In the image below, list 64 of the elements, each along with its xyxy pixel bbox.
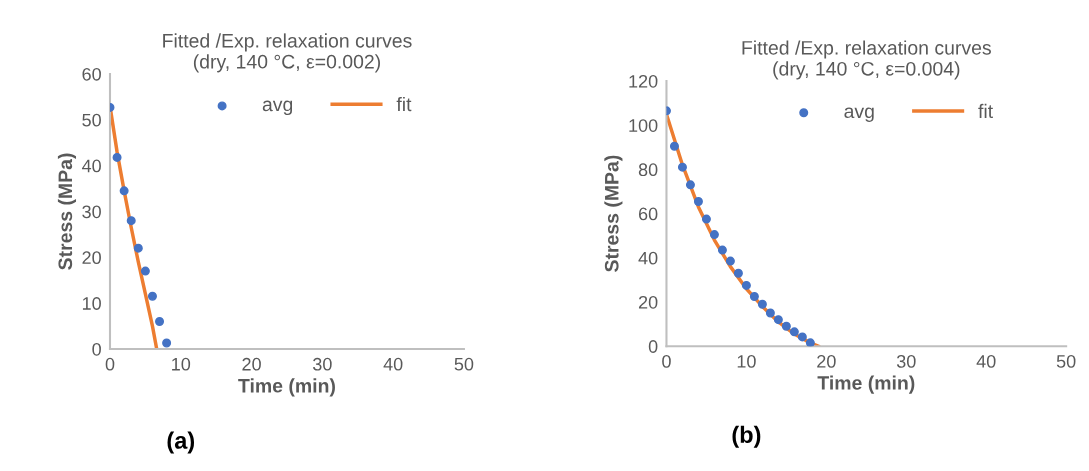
point bbox=[155, 317, 165, 327]
x-axis-title: Time (min) bbox=[817, 375, 915, 394]
y-tick-label: 120 bbox=[629, 74, 658, 88]
text: (a) bbox=[167, 431, 195, 454]
y-tick-label: 40 bbox=[81, 159, 101, 173]
point bbox=[126, 216, 136, 226]
point bbox=[741, 280, 751, 290]
y-tick-label: 0 bbox=[92, 342, 101, 356]
y-tick-label: 30 bbox=[82, 205, 101, 219]
x-tick-label: 50 bbox=[1056, 355, 1076, 368]
x-tick-label: 0 bbox=[662, 355, 671, 368]
x-tick-label: 40 bbox=[383, 357, 403, 371]
point bbox=[162, 338, 172, 348]
point bbox=[112, 152, 122, 162]
point bbox=[709, 230, 719, 240]
point bbox=[805, 338, 815, 347]
point bbox=[733, 268, 743, 278]
y-tick-label: 20 bbox=[638, 295, 658, 309]
x-tick-label: 10 bbox=[737, 355, 756, 368]
y-tick-label: 40 bbox=[638, 251, 658, 265]
x-tick-label: 20 bbox=[242, 357, 261, 371]
chart-title: Fitted /Exp. relaxation curves (dry, 140 °C, ε=0.002) bbox=[163, 33, 412, 73]
point bbox=[677, 162, 687, 172]
point bbox=[147, 291, 157, 301]
point bbox=[725, 256, 735, 266]
x-tick-label: 50 bbox=[454, 357, 474, 371]
y-tick-label: 20 bbox=[82, 251, 101, 265]
y-tick-label: 60 bbox=[638, 207, 658, 221]
point bbox=[781, 321, 791, 331]
point bbox=[749, 291, 759, 301]
point bbox=[701, 214, 711, 224]
x-tick-label: 40 bbox=[976, 355, 996, 368]
x-tick-label: 0 bbox=[105, 357, 115, 371]
y-axis-title: Stress (MPa) bbox=[57, 153, 77, 270]
point bbox=[717, 245, 727, 255]
chart-title: Fitted /Exp. relaxation curves (dry, 140 °C, ε=0.004) bbox=[742, 40, 991, 80]
legend-label: avg bbox=[844, 107, 874, 122]
point bbox=[789, 327, 799, 337]
point bbox=[140, 266, 150, 276]
y-tick-label: 100 bbox=[629, 119, 658, 132]
x-tick-label: 10 bbox=[172, 357, 191, 371]
y-tick-label: 60 bbox=[82, 67, 101, 81]
y-axis-title: Stress (MPa) bbox=[604, 155, 623, 272]
point bbox=[119, 186, 129, 196]
y-tick-label: 0 bbox=[648, 340, 658, 353]
text: (b) bbox=[732, 425, 761, 448]
x-tick-label: 30 bbox=[312, 357, 332, 371]
point bbox=[797, 332, 807, 342]
point bbox=[133, 243, 143, 253]
legend-label: avg bbox=[262, 100, 293, 116]
point bbox=[757, 299, 767, 309]
point bbox=[765, 308, 775, 318]
x-axis-title: Time (min) bbox=[238, 378, 335, 397]
legend-label: fit bbox=[396, 96, 412, 112]
x-tick-label: 20 bbox=[817, 355, 836, 368]
point bbox=[773, 315, 783, 325]
point bbox=[685, 180, 695, 190]
point bbox=[669, 141, 679, 151]
y-tick-label: 10 bbox=[82, 297, 101, 310]
legend-label: fit bbox=[978, 103, 993, 119]
x-tick-label: 30 bbox=[896, 355, 916, 368]
point bbox=[693, 196, 703, 206]
y-tick-label: 50 bbox=[82, 113, 101, 127]
y-tick-label: 80 bbox=[638, 163, 658, 177]
